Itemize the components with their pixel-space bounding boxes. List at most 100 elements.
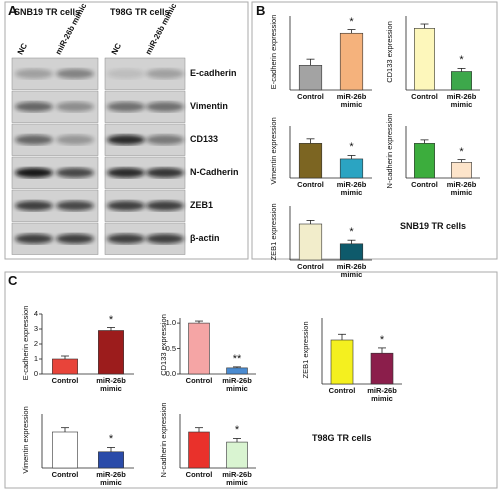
blot-band	[56, 200, 94, 211]
blot-band	[107, 200, 145, 211]
y-axis-label: E-cadherin expression	[21, 305, 31, 381]
bar	[188, 431, 210, 469]
cell-line-label: T98G TR cells	[110, 7, 170, 17]
group-label: SNB19 TR cells	[400, 221, 467, 231]
blot-band	[146, 68, 184, 79]
blot-band	[56, 167, 94, 178]
bar	[226, 441, 248, 469]
x-tick-label: Control	[185, 376, 213, 385]
bar	[370, 352, 394, 385]
y-tick-label: 2	[33, 339, 38, 348]
panel-label: C	[8, 273, 18, 288]
y-tick-label: 0.0	[165, 369, 176, 378]
significance-mark: *	[379, 333, 385, 346]
blot-band	[15, 167, 53, 178]
x-tick-label: miR-26b mimic	[336, 92, 367, 109]
blot-band	[107, 68, 145, 79]
blot-band	[15, 68, 53, 79]
x-tick-label: miR-26b mimic	[96, 376, 126, 393]
bar	[339, 243, 364, 261]
y-tick-label: 1.0	[165, 318, 176, 328]
blot-band	[15, 233, 53, 244]
y-axis-label: Vimentin expression	[21, 406, 31, 474]
x-tick-label: Control	[297, 180, 324, 189]
blot-band	[15, 200, 53, 211]
x-tick-label: Control	[185, 470, 213, 479]
x-tick-label: Control	[328, 386, 356, 395]
y-axis-label: CD133 expression	[385, 21, 395, 83]
protein-label: E-cadherin	[190, 67, 237, 78]
bar	[339, 32, 364, 91]
y-tick-label: 0.5	[165, 343, 176, 353]
x-tick-label: miR-26b mimic	[336, 180, 367, 197]
x-tick-label: Control	[51, 470, 79, 479]
panel-label: A	[8, 3, 18, 18]
bar	[414, 143, 435, 179]
bar	[451, 162, 472, 179]
x-tick-label: Control	[51, 376, 79, 385]
x-tick-label: miR-26b mimic	[222, 376, 252, 393]
x-tick-label: miR-26b mimic	[446, 92, 477, 109]
significance-mark: *	[108, 433, 114, 446]
blot-band	[56, 134, 94, 145]
bar	[451, 71, 472, 91]
protein-label: N-Cadherin	[190, 166, 239, 177]
y-tick-label: 0	[33, 369, 38, 378]
significance-mark: *	[459, 54, 464, 67]
significance-mark: *	[349, 15, 354, 28]
x-tick-label: miR-26b mimic	[367, 386, 397, 403]
significance-mark: *	[349, 226, 354, 239]
significance-mark: *	[459, 145, 464, 158]
panel-box	[4, 1, 249, 260]
significance-mark: *	[108, 313, 114, 326]
x-tick-label: Control	[411, 92, 438, 101]
x-tick-label: Control	[297, 262, 324, 271]
bar	[226, 367, 248, 375]
x-tick-label: miR-26b mimic	[222, 470, 252, 487]
blot-band	[56, 233, 94, 244]
protein-label: ZEB1	[190, 199, 214, 210]
y-tick-label: 1	[33, 354, 38, 363]
y-axis-label: CD133 expression	[159, 314, 169, 376]
y-axis-label: ZEB1 expression	[269, 203, 279, 261]
x-tick-label: Control	[297, 92, 324, 101]
blot-band	[107, 101, 145, 112]
protein-label: β-actin	[190, 232, 220, 243]
bar	[298, 223, 323, 261]
y-tick-label: 4	[33, 309, 38, 318]
bar	[330, 339, 354, 385]
x-tick-label: miR-26b mimic	[446, 180, 477, 197]
panel-label: B	[256, 3, 266, 18]
blot-band	[146, 167, 184, 178]
group-label: T98G TR cells	[312, 433, 372, 443]
bar	[298, 65, 323, 91]
blot-band	[146, 134, 184, 145]
significance-mark: *	[349, 141, 354, 154]
blot-band	[146, 101, 184, 112]
blot-band	[107, 167, 145, 178]
blot-band	[107, 233, 145, 244]
y-tick-label: 3	[33, 324, 38, 333]
bar	[414, 28, 435, 91]
y-axis-label: E-cadherin expression	[269, 14, 279, 90]
bar	[188, 322, 210, 375]
panel-box	[251, 1, 498, 260]
blot-band	[107, 134, 145, 145]
blot-band	[15, 101, 53, 112]
blot-band	[146, 233, 184, 244]
protein-label: Vimentin	[190, 100, 228, 111]
panel-box	[4, 271, 498, 489]
significance-mark: *	[234, 424, 240, 437]
y-axis-label: N-cadherin expression	[385, 113, 395, 189]
blot-band	[56, 101, 94, 112]
bar	[98, 330, 124, 375]
x-tick-label: miR-26b mimic	[96, 470, 126, 487]
bar	[298, 143, 323, 179]
bar	[52, 431, 78, 469]
bar	[98, 451, 124, 469]
cell-line-label: SNB19 TR cells	[14, 7, 81, 17]
y-axis-label: N-cadherin expression	[159, 402, 169, 478]
bar	[339, 158, 364, 179]
